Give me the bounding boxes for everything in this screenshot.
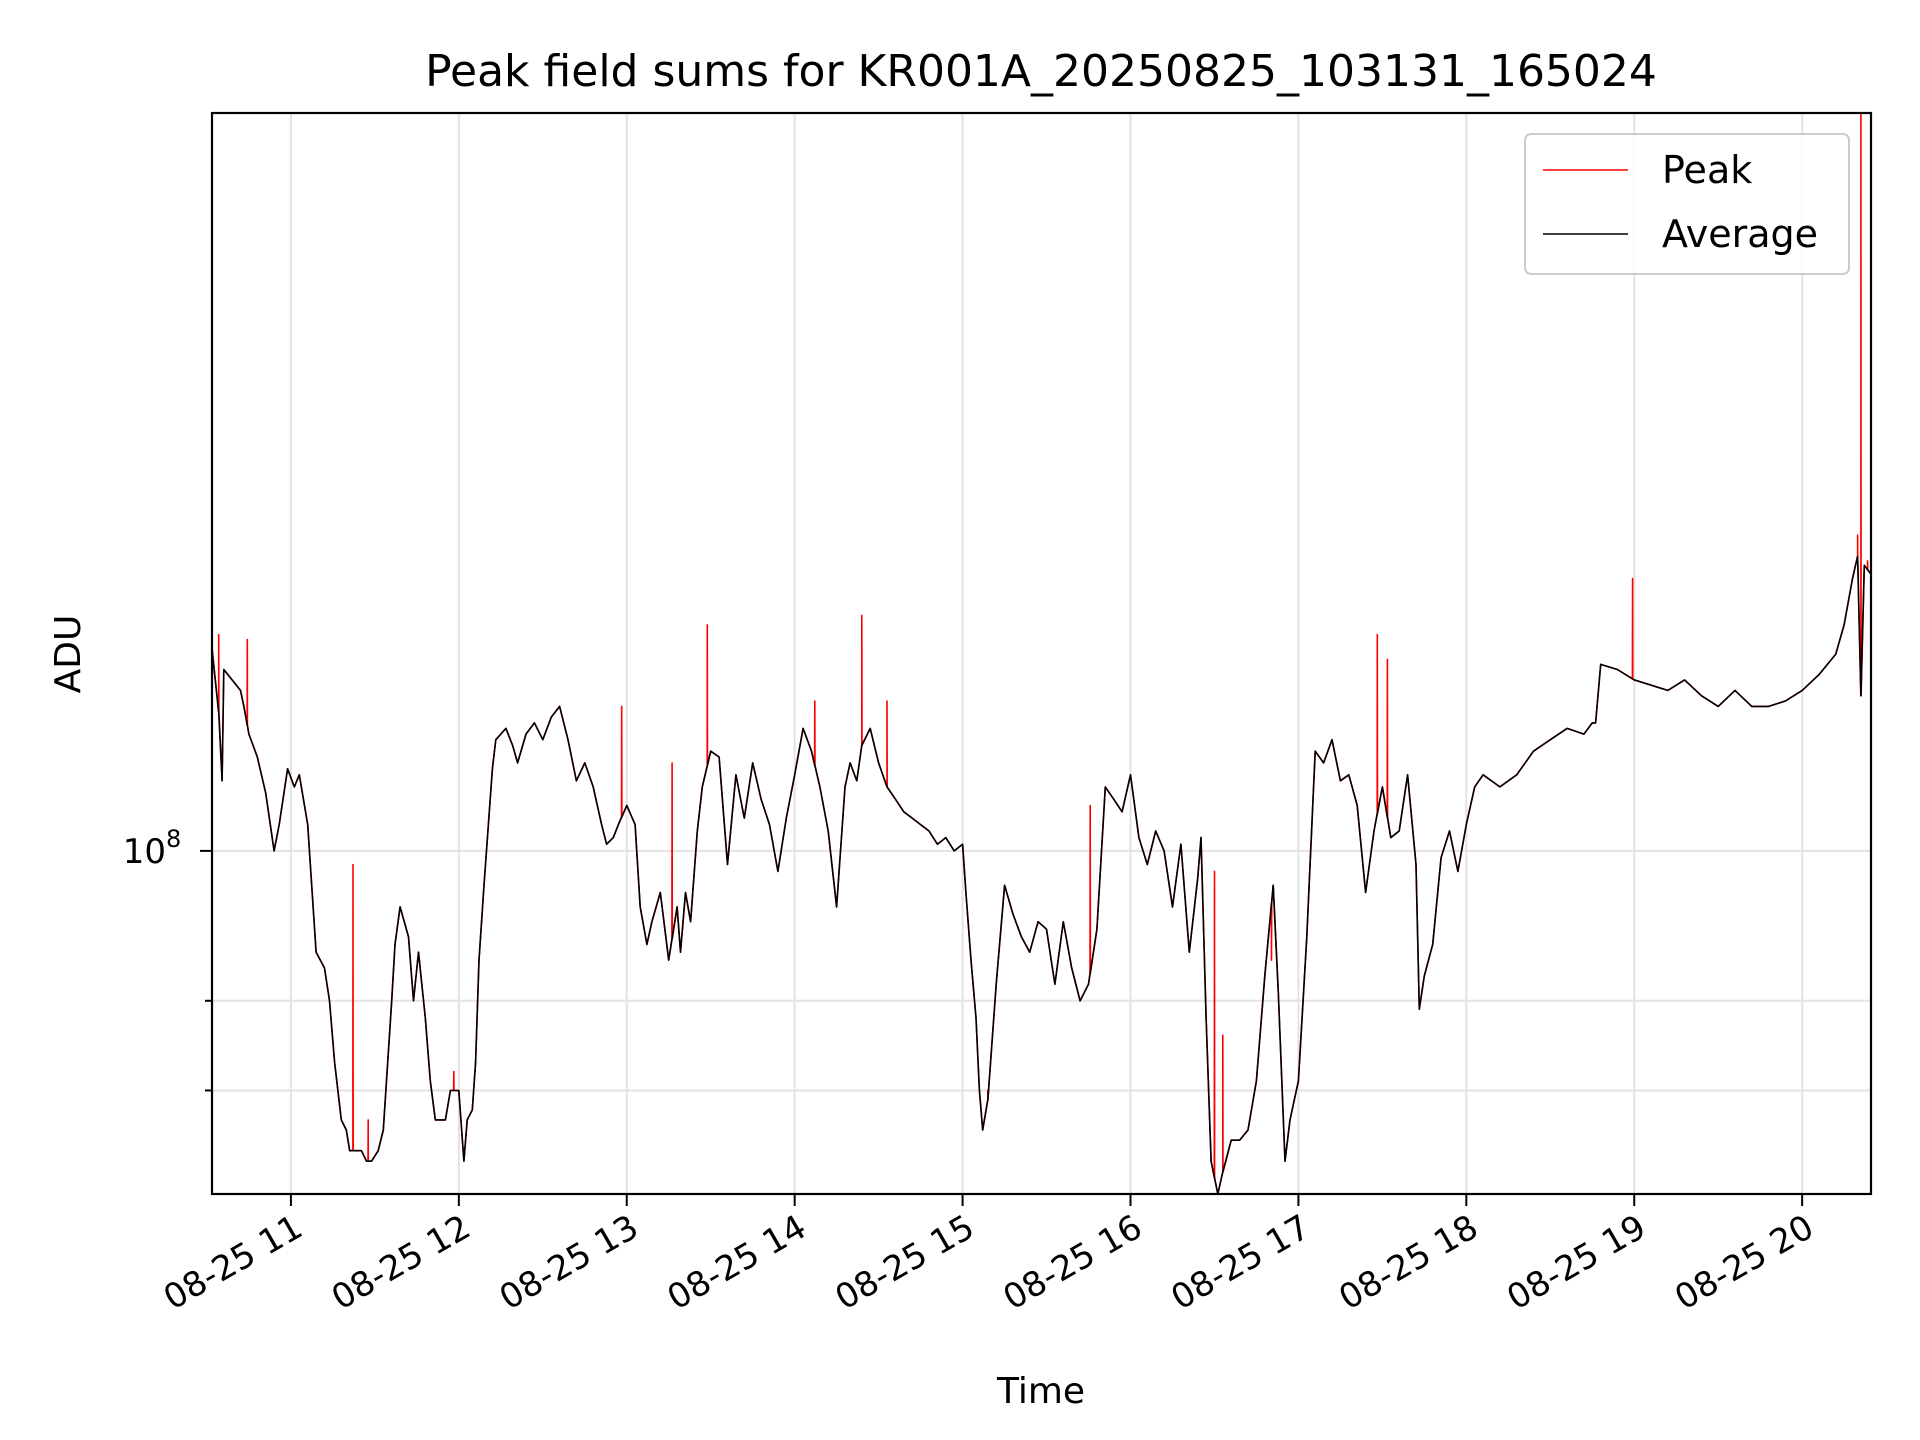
legend-box (1524, 133, 1850, 275)
series-layer (211, 112, 1872, 1195)
series-line-average (211, 555, 1872, 1195)
legend-label-average: Average (1662, 212, 1818, 256)
plot-frame (210, 111, 1873, 1196)
chart-title: Peak field sums for KR001A_20250825_1031… (425, 46, 1657, 97)
y-tick-exponent: 8 (166, 825, 181, 853)
grid-layer (212, 113, 1871, 1194)
x-axis-label: Time (996, 1371, 1085, 1412)
y-axis-label: ADU (48, 615, 89, 694)
legend: Peak Average (1524, 133, 1850, 275)
legend-label-peak: Peak (1662, 148, 1752, 192)
